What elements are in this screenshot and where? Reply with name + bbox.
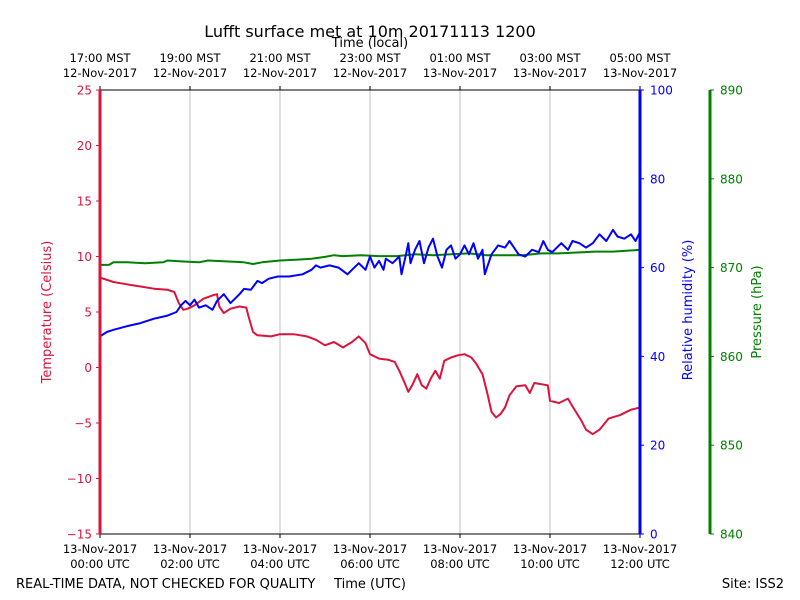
top-axis-label: Time (local) xyxy=(331,36,408,51)
temperature-tick-label: 10 xyxy=(77,250,92,264)
temperature-tick-label: 5 xyxy=(84,306,92,320)
top-tick-label: 13-Nov-2017 xyxy=(423,66,497,80)
temperature-axis: 25 20 15 10 5 0 −5 −10 −15 xyxy=(67,84,102,542)
top-tick-label: 05:00 MST xyxy=(609,51,671,65)
relative-humidity-line xyxy=(99,228,641,338)
pressure-tick-label: 880 xyxy=(720,172,743,186)
x-tick-label: 06:00 UTC xyxy=(340,557,400,571)
x-tick-label: 02:00 UTC xyxy=(160,557,220,571)
x-tick-label: 04:00 UTC xyxy=(250,557,310,571)
top-tick-label: 01:00 MST xyxy=(429,51,491,65)
top-tick-label: 19:00 MST xyxy=(159,51,221,65)
top-tick-label: 13-Nov-2017 xyxy=(513,66,587,80)
humidity-tick-label: 40 xyxy=(650,350,665,364)
top-tick-label: 23:00 MST xyxy=(339,51,401,65)
top-tick-label: 13-Nov-2017 xyxy=(603,66,677,80)
series-lines xyxy=(99,228,641,436)
temperature-tick-label: 0 xyxy=(84,361,92,375)
temperature-tick-label: 25 xyxy=(77,84,92,98)
top-tick-label: 03:00 MST xyxy=(519,51,581,65)
x-tick-label: 10:00 UTC xyxy=(520,557,580,571)
humidity-tick-label: 20 xyxy=(650,439,665,453)
pressure-tick-label: 840 xyxy=(720,528,743,542)
temperature-tick-label: −10 xyxy=(67,472,92,486)
temperature-tick-label: −15 xyxy=(67,528,92,542)
humidity-axis-label: Relative humidity (%) xyxy=(681,240,696,381)
pressure-tick-label: 860 xyxy=(720,350,743,364)
top-tick-label: 21:00 MST xyxy=(249,51,311,65)
humidity-tick-label: 0 xyxy=(650,528,658,542)
top-tick-label: 12-Nov-2017 xyxy=(63,66,137,80)
pressure-tick-label: 850 xyxy=(720,439,743,453)
temperature-tick-label: 20 xyxy=(77,139,92,153)
x-tick-label: 13-Nov-2017 xyxy=(63,542,137,556)
x-tick-label: 13-Nov-2017 xyxy=(603,542,677,556)
x-tick-label: 13-Nov-2017 xyxy=(423,542,497,556)
x-tick-label: 13-Nov-2017 xyxy=(333,542,407,556)
humidity-tick-label: 60 xyxy=(650,261,665,275)
top-tick-label: 12-Nov-2017 xyxy=(243,66,317,80)
top-tick-label: 12-Nov-2017 xyxy=(333,66,407,80)
pressure-line xyxy=(99,248,641,266)
pressure-tick-label: 870 xyxy=(720,261,743,275)
pressure-axis: 890 880 870 860 850 840 xyxy=(708,84,743,542)
humidity-axis: 100 80 60 40 20 0 xyxy=(638,84,673,542)
x-axis-label: Time (UTC) xyxy=(333,577,406,592)
temperature-line xyxy=(99,276,641,436)
x-tick-label: 12:00 UTC xyxy=(610,557,670,571)
x-tick-label: 00:00 UTC xyxy=(70,557,130,571)
site-label: Site: ISS2 xyxy=(722,577,784,592)
pressure-tick-label: 890 xyxy=(720,84,743,98)
temperature-tick-label: 15 xyxy=(77,195,92,209)
temperature-tick-label: −5 xyxy=(74,417,92,431)
x-tick-label: 13-Nov-2017 xyxy=(243,542,317,556)
top-tick-label: 12-Nov-2017 xyxy=(153,66,227,80)
x-tick-label: 13-Nov-2017 xyxy=(513,542,587,556)
temperature-axis-label: Temperature (Celsius) xyxy=(40,241,55,385)
humidity-tick-label: 80 xyxy=(650,172,665,186)
pressure-axis-label: Pressure (hPa) xyxy=(750,265,765,358)
x-tick-label: 08:00 UTC xyxy=(430,557,490,571)
chart-title: Lufft surface met at 10m 20171113 1200 xyxy=(204,22,536,41)
humidity-tick-label: 100 xyxy=(650,84,673,98)
x-tick-label: 13-Nov-2017 xyxy=(153,542,227,556)
gridlines xyxy=(189,90,551,534)
top-tick-label: 17:00 MST xyxy=(69,51,131,65)
quality-disclaimer: REAL-TIME DATA, NOT CHECKED FOR QUALITY xyxy=(16,577,315,592)
